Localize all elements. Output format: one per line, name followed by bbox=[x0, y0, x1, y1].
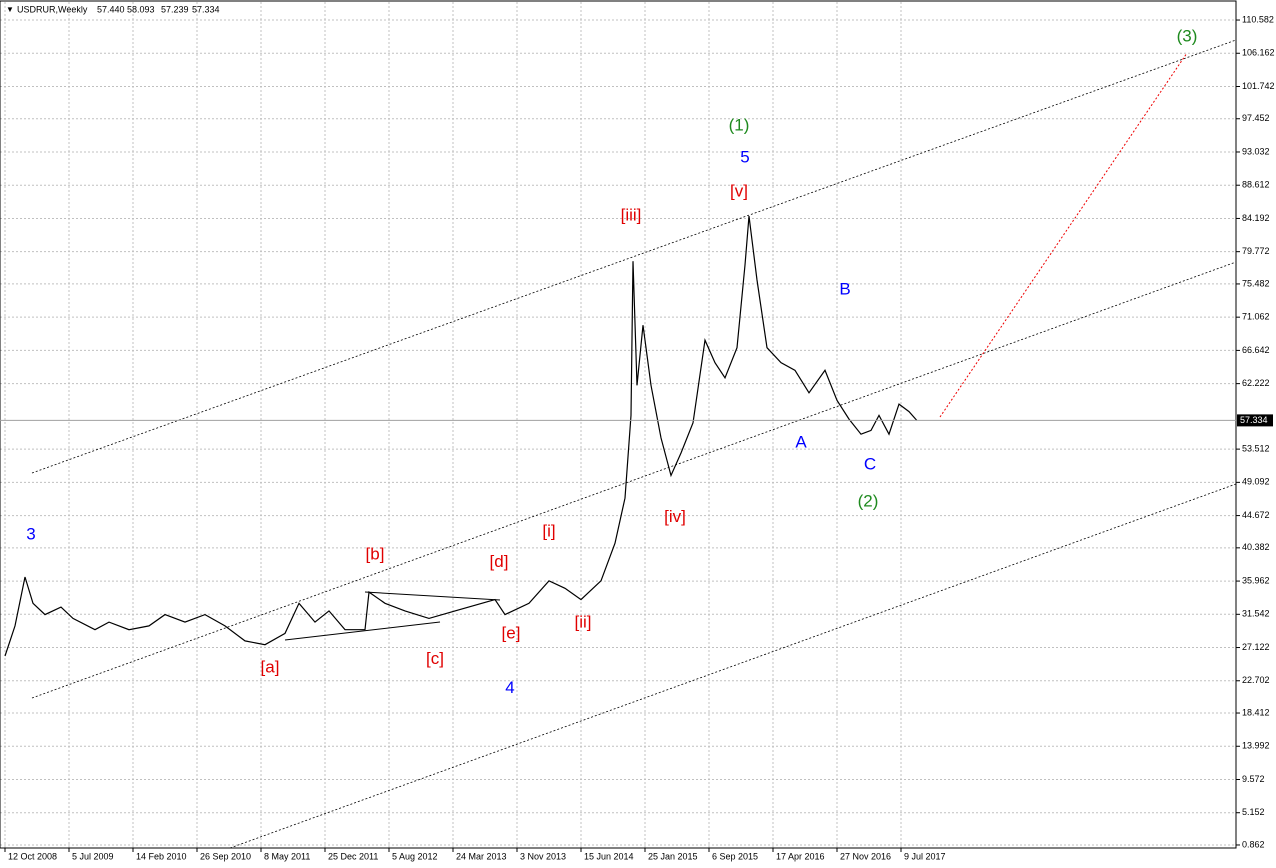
y-tick-label: 106.162 bbox=[1242, 48, 1275, 58]
header-high: 58.093 bbox=[127, 4, 155, 14]
wave-label: A bbox=[795, 433, 807, 452]
wave-label: C bbox=[864, 454, 876, 473]
y-tick-label: 84.192 bbox=[1242, 213, 1270, 223]
x-tick-label: 9 Jul 2017 bbox=[904, 851, 946, 861]
menu-arrow[interactable]: ▼ bbox=[6, 5, 14, 14]
x-tick-label: 8 May 2011 bbox=[264, 851, 310, 861]
y-tick-label: 110.582 bbox=[1242, 14, 1274, 24]
x-tick-label: 25 Dec 2011 bbox=[328, 851, 378, 861]
x-tick-label: 25 Jan 2015 bbox=[648, 851, 698, 861]
y-tick-label: 5.152 bbox=[1242, 807, 1265, 817]
y-tick-label: 79.772 bbox=[1242, 246, 1270, 256]
y-tick-label: 44.672 bbox=[1242, 510, 1270, 520]
y-tick-label: 88.612 bbox=[1242, 180, 1270, 190]
x-tick-label: 27 Nov 2016 bbox=[840, 851, 891, 861]
y-tick-label: 18.412 bbox=[1242, 707, 1270, 717]
grid bbox=[0, 2, 1236, 848]
wave-label: (3) bbox=[1177, 27, 1198, 46]
channel-upper bbox=[31, 39, 1237, 474]
y-tick-label: 27.122 bbox=[1242, 642, 1270, 652]
x-tick-label: 5 Jul 2009 bbox=[72, 851, 114, 861]
wave-label: [a] bbox=[261, 657, 280, 676]
y-tick-label: 13.992 bbox=[1242, 741, 1270, 751]
wave-label: (1) bbox=[729, 115, 750, 134]
wave-label: 5 bbox=[740, 148, 749, 167]
forecast-line bbox=[939, 52, 1188, 418]
y-tick-label: 49.092 bbox=[1242, 477, 1270, 487]
last-price-label: 57.334 bbox=[1240, 415, 1268, 425]
x-tick-label: 12 Oct 2008 bbox=[8, 851, 57, 861]
plot bbox=[4, 216, 918, 657]
wave-label: 4 bbox=[505, 678, 514, 697]
y-tick-label: 9.572 bbox=[1242, 774, 1265, 784]
y-tick-label: 31.542 bbox=[1242, 609, 1270, 619]
wave-label: [e] bbox=[502, 624, 521, 643]
x-tick-label: 14 Feb 2010 bbox=[136, 851, 187, 861]
y-tick-label: 40.382 bbox=[1242, 542, 1270, 552]
y-tick-label: 62.222 bbox=[1242, 378, 1270, 388]
y-tick-label: 71.062 bbox=[1242, 312, 1270, 322]
x-tick-label: 3 Nov 2013 bbox=[520, 851, 566, 861]
y-tick-label: 101.742 bbox=[1242, 81, 1275, 91]
price-line bbox=[4, 216, 918, 657]
header-close: 57.334 bbox=[192, 4, 220, 14]
x-tick-label: 15 Jun 2014 bbox=[584, 851, 634, 861]
header-low: 57.239 bbox=[161, 4, 189, 14]
wave-label: (2) bbox=[858, 491, 879, 510]
triangle-bottom bbox=[284, 621, 441, 641]
header-open: 57.440 bbox=[97, 4, 125, 14]
y-tick-label: 75.482 bbox=[1242, 278, 1270, 288]
wave-label: [iv] bbox=[664, 507, 686, 526]
wave-label: B bbox=[839, 279, 850, 298]
wave-label: [c] bbox=[426, 649, 444, 668]
symbol-title: USDRUR,Weekly bbox=[17, 4, 88, 14]
wave-label: [iii] bbox=[621, 206, 642, 225]
y-tick-label: 53.512 bbox=[1242, 443, 1270, 453]
x-tick-label: 17 Apr 2016 bbox=[776, 851, 825, 861]
x-tick-label: 26 Sep 2010 bbox=[200, 851, 251, 861]
channel-middle bbox=[31, 261, 1237, 699]
y-tick-label: 35.962 bbox=[1242, 575, 1270, 585]
wave-label: [ii] bbox=[575, 612, 592, 631]
wave-label: 3 bbox=[26, 524, 35, 543]
wave-label: [i] bbox=[542, 521, 555, 540]
x-tick-label: 24 Mar 2013 bbox=[456, 851, 507, 861]
wave-label: [d] bbox=[490, 552, 509, 571]
triangle-top bbox=[364, 591, 501, 601]
y-tick-label: 97.452 bbox=[1242, 113, 1270, 123]
x-tick-label: 6 Sep 2015 bbox=[712, 851, 758, 861]
y-tick-label: 22.702 bbox=[1242, 675, 1270, 685]
wave-label: [b] bbox=[366, 545, 385, 564]
wave-label: [v] bbox=[730, 182, 748, 201]
y-tick-label: 0.862 bbox=[1242, 839, 1265, 849]
x-tick-label: 5 Aug 2012 bbox=[392, 851, 438, 861]
last-price-box bbox=[1237, 414, 1273, 427]
y-tick-label: 93.032 bbox=[1242, 146, 1270, 156]
plot-frame bbox=[0, 0, 1237, 849]
y-tick-label: 66.642 bbox=[1242, 345, 1270, 355]
